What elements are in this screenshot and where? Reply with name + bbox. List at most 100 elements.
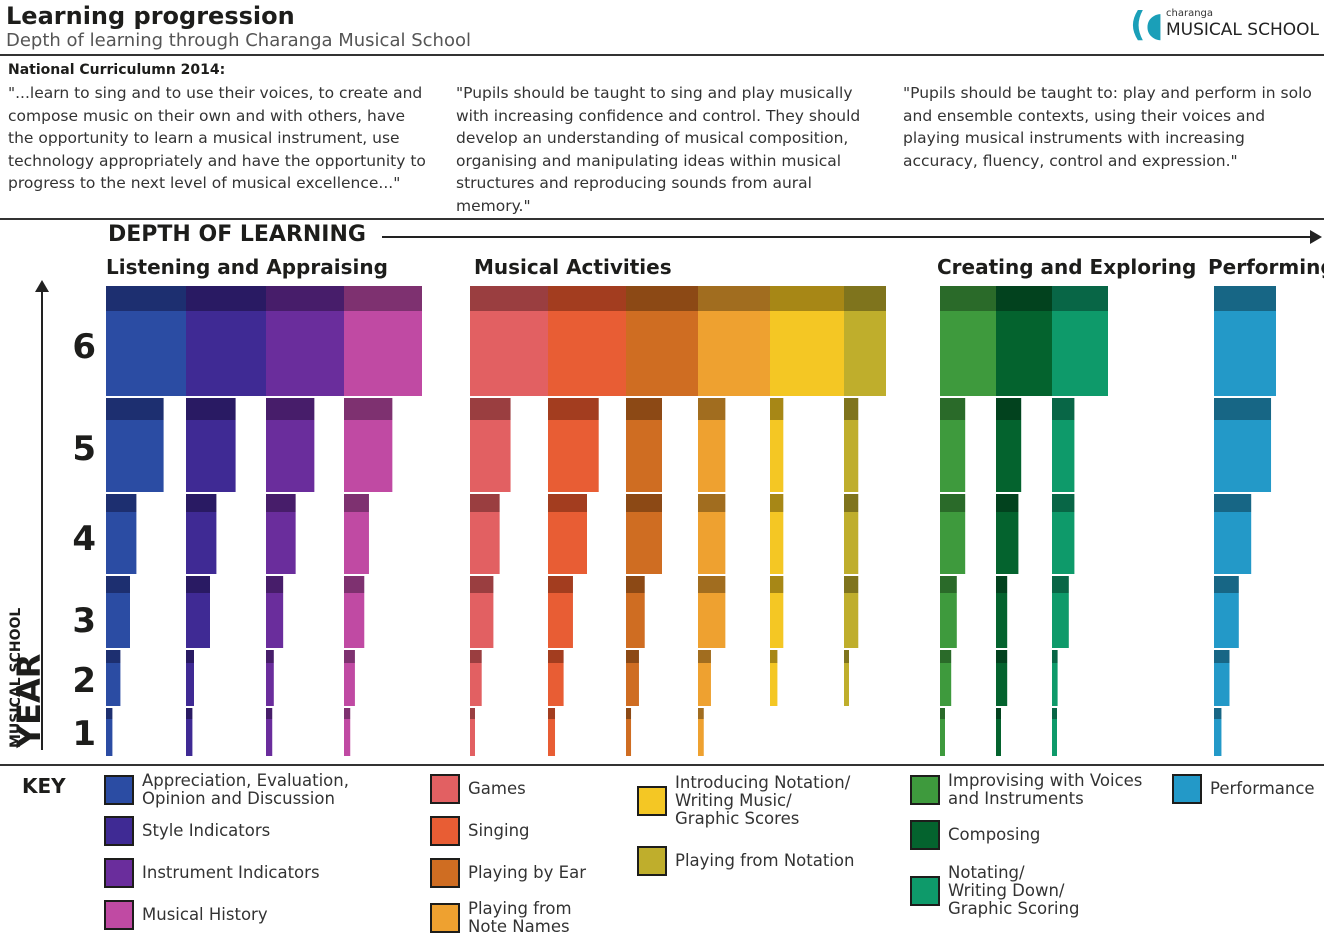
x-axis-label: DEPTH OF LEARNING [108, 222, 366, 247]
bar-6-year-6-top [626, 286, 698, 311]
bar-11-year-5 [996, 420, 1022, 492]
bar-12-year-3 [1052, 593, 1069, 648]
bar-3-year-6-top [344, 286, 422, 311]
bar-12-year-1-top [1052, 708, 1057, 719]
bar-9-year-2-top [844, 650, 849, 663]
legend-swatch [430, 858, 460, 888]
bar-13-year-3-top [1214, 576, 1239, 593]
bar-3-year-6 [344, 311, 422, 396]
bar-7-year-1 [698, 719, 704, 756]
legend-label: Performance [1210, 779, 1315, 798]
bar-10-year-6 [940, 311, 996, 396]
bar-0-year-6 [106, 311, 186, 396]
bar-9-year-6 [844, 311, 886, 396]
bar-11-year-1-top [996, 708, 1001, 719]
bar-7-year-2 [698, 663, 711, 706]
bar-7-year-6-top [698, 286, 770, 311]
legend-label: Playing from Note Names [468, 899, 572, 936]
legend-label: Playing from Notation [675, 851, 855, 870]
bar-4-year-1-top [470, 708, 475, 719]
bar-1-year-5-top [186, 398, 236, 420]
bar-10-year-1 [940, 719, 945, 756]
bar-8-year-4 [770, 512, 784, 574]
legend-label: Instrument Indicators [142, 863, 320, 882]
legend-swatch [1172, 774, 1202, 804]
bar-2-year-1-top [266, 708, 273, 719]
year-tick-label-4: 4 [72, 519, 96, 559]
bar-12-year-5 [1052, 420, 1075, 492]
legend-item: Introducing Notation/ Writing Music/ Gra… [637, 774, 850, 828]
bar-1-year-1 [186, 719, 193, 756]
bar-12-year-6 [1052, 311, 1108, 396]
bar-8-year-2-top [770, 650, 778, 663]
legend-item: Composing [910, 820, 1040, 850]
legend-item: Playing from Note Names [430, 900, 572, 936]
legend-label: Singing [468, 821, 530, 840]
bar-1-year-1-top [186, 708, 193, 719]
legend-label: Style Indicators [142, 821, 271, 840]
bar-7-year-3-top [698, 576, 726, 593]
bar-3-year-4-top [344, 494, 369, 512]
legend-swatch [637, 846, 667, 876]
bar-5-year-5 [548, 420, 599, 492]
bar-13-year-5-top [1214, 398, 1272, 420]
legend-item: Games [430, 774, 526, 804]
curriculum-quote-3: "Pupils should be taught to: play and pe… [903, 84, 1312, 170]
curriculum-quote-1: "...learn to sing and to use their voice… [8, 84, 426, 192]
bar-10-year-1-top [940, 708, 945, 719]
bar-10-year-2-top [940, 650, 952, 663]
bar-2-year-3 [266, 593, 284, 648]
bar-5-year-4 [548, 512, 587, 574]
bar-13-year-6-top [1214, 286, 1276, 311]
bar-8-year-4-top [770, 494, 784, 512]
bar-11-year-5-top [996, 398, 1022, 420]
header-divider [0, 54, 1324, 56]
bar-4-year-3-top [470, 576, 494, 593]
bar-13-year-2 [1214, 663, 1230, 706]
bar-3-year-2 [344, 663, 355, 706]
legend-swatch [104, 858, 134, 888]
bar-1-year-2 [186, 663, 194, 706]
y-axis-label-musical-school: MUSICAL SCHOOL [8, 607, 24, 748]
group-label-listening: Listening and Appraising [106, 255, 388, 279]
legend-swatch [430, 816, 460, 846]
bar-8-year-5-top [770, 398, 784, 420]
legend-item: Singing [430, 816, 530, 846]
bar-6-year-2 [626, 663, 639, 706]
bar-11-year-3-top [996, 576, 1008, 593]
bar-3-year-1-top [344, 708, 351, 719]
logo-small-text: charanga [1166, 8, 1214, 19]
bar-11-year-6-top [996, 286, 1052, 311]
bar-4-year-5-top [470, 398, 511, 420]
charanga-logo: (◖ charanga MUSICAL SCHOOL [1130, 6, 1324, 46]
bar-11-year-6 [996, 311, 1052, 396]
bar-6-year-3-top [626, 576, 645, 593]
legend-swatch [910, 820, 940, 850]
legend-item: Performance [1172, 774, 1315, 804]
bar-9-year-2 [844, 663, 849, 706]
bar-2-year-2-top [266, 650, 274, 663]
bar-4-year-1 [470, 719, 475, 756]
bar-0-year-3 [106, 593, 130, 648]
bar-4-year-5 [470, 420, 511, 492]
bar-3-year-4 [344, 512, 369, 574]
bar-5-year-6 [548, 311, 626, 396]
bar-1-year-5 [186, 420, 236, 492]
legend-swatch [104, 900, 134, 930]
y-axis-arrowhead-icon [35, 280, 49, 292]
bar-9-year-4 [844, 512, 859, 574]
bar-1-year-2-top [186, 650, 194, 663]
bar-7-year-6 [698, 311, 770, 396]
bar-3-year-3-top [344, 576, 365, 593]
legend-item: Instrument Indicators [104, 858, 320, 888]
bar-7-year-4-top [698, 494, 726, 512]
bar-1-year-3 [186, 593, 210, 648]
bar-5-year-1-top [548, 708, 556, 719]
bar-4-year-2-top [470, 650, 482, 663]
bar-2-year-5-top [266, 398, 315, 420]
bar-4-year-4 [470, 512, 500, 574]
bar-5-year-3 [548, 593, 573, 648]
bar-11-year-1 [996, 719, 1001, 756]
bar-13-year-4 [1214, 512, 1252, 574]
